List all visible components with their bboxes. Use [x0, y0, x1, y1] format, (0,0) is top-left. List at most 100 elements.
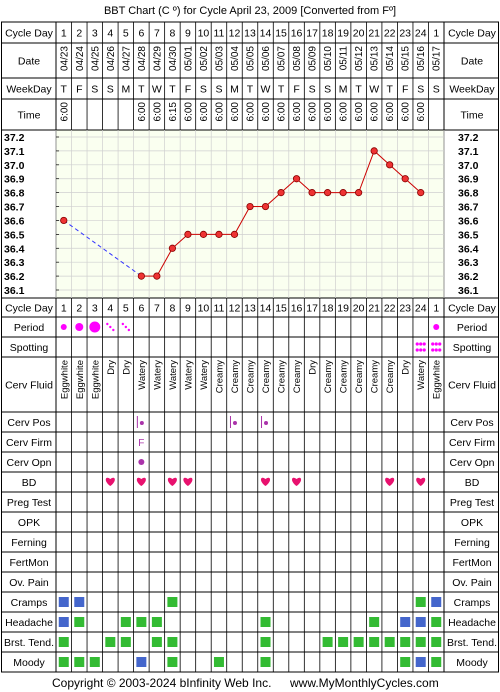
weekday-cell: W: [369, 84, 379, 96]
cycle-day-cell: 11: [214, 303, 225, 315]
y-tick-label-left: 36.1: [4, 285, 25, 297]
cycle-day-cell: 3: [92, 303, 98, 315]
y-tick-label-right: 37.0: [458, 160, 479, 172]
brst-tend-mark: [415, 637, 426, 647]
cycle-day-cell: 5: [123, 303, 129, 315]
cerv-fluid-cell: Watery: [137, 360, 148, 390]
temp-point: [417, 189, 425, 197]
weekday-cell: W: [152, 84, 162, 96]
cerv-fluid-cell: Creamy: [370, 360, 381, 394]
cycle-day-cell: 19: [337, 28, 349, 40]
time-cell: 6:00: [308, 102, 319, 122]
moody-mark: [415, 657, 426, 667]
row-label-weekday: WeekDay: [6, 84, 52, 96]
cramps-mark: [74, 597, 85, 607]
row-label-cycle-day: Cycle Day: [5, 303, 54, 315]
weekday-cell: S: [309, 84, 316, 96]
temp-point: [199, 230, 208, 238]
y-tick-label-right: 36.3: [458, 257, 479, 269]
y-tick-label-left: 37.1: [4, 146, 25, 158]
bd-heart-icon: [292, 477, 302, 486]
date-cell: 05/16: [416, 46, 427, 71]
cycle-day-cell: 21: [368, 28, 380, 40]
cycle-day-cell: 10: [198, 303, 210, 315]
date-cell: 04/29: [152, 46, 163, 71]
temp-point: [277, 189, 285, 197]
spotting-dot: [419, 348, 423, 352]
cycle-day-cell: 14: [260, 303, 272, 315]
y-tick-label-left: 36.7: [4, 202, 25, 214]
brst-tend-mark: [120, 637, 131, 647]
cycle-day-cell: 5: [123, 28, 129, 40]
weekday-cell: T: [138, 84, 145, 96]
spotting-dot: [415, 342, 419, 346]
brst-tend-mark: [400, 637, 411, 647]
cycle-day-cell: 10: [198, 28, 210, 40]
weekday-cell: M: [339, 84, 348, 96]
cycle-day-cell: 8: [169, 303, 175, 315]
cerv-firm-cell: F: [138, 438, 144, 449]
row-label-ferning: Ferning: [11, 537, 47, 549]
cycle-day-cell: 9: [185, 28, 191, 40]
brst-tend-mark: [58, 637, 69, 647]
cramps-mark: [167, 597, 178, 607]
weekday-cell: F: [293, 84, 299, 96]
spotting-dot: [415, 348, 419, 352]
row-label-ferning-right: Ferning: [454, 537, 490, 549]
bd-heart-icon: [105, 477, 115, 486]
cycle-day-cell: 1: [433, 28, 439, 40]
headache-mark: [369, 617, 380, 627]
temp-point: [339, 189, 347, 197]
cycle-day-cell: 7: [154, 28, 160, 40]
brst-tend-mark: [260, 637, 271, 647]
row-label-preg-test-right: Preg Test: [450, 497, 494, 509]
weekday-cell: S: [433, 84, 440, 96]
brst-tend-mark: [431, 637, 442, 647]
weekday-cell: F: [402, 84, 408, 96]
cycle-day-cell: 18: [322, 28, 334, 40]
weekday-cell: T: [386, 84, 393, 96]
spotting-dot: [419, 342, 423, 346]
row-label-date: Date: [18, 56, 40, 68]
cerv-fluid-cell: Creamy: [292, 360, 303, 394]
date-cell: 04/23: [59, 46, 70, 71]
headache-mark: [74, 617, 85, 627]
y-tick-label-left: 36.2: [4, 271, 25, 283]
cerv-fluid-cell: Dry: [401, 360, 412, 375]
cerv-pos-dot: [139, 421, 144, 425]
spotting-dot: [422, 348, 426, 352]
temp-point: [323, 189, 332, 197]
date-cell: 05/06: [261, 46, 272, 71]
date-cell: 05/05: [246, 46, 257, 71]
brst-tend-mark: [369, 637, 380, 647]
row-label-opk-right: OPK: [461, 517, 483, 529]
headache-mark: [431, 617, 442, 627]
cycle-day-cell: 17: [306, 28, 318, 40]
time-cell: 6:00: [137, 102, 148, 122]
time-cell: 6:00: [277, 102, 288, 122]
bd-heart-icon: [167, 477, 177, 486]
weekday-cell: S: [107, 84, 114, 96]
time-cell: 6:00: [323, 102, 334, 122]
row-label-cerv-firm: Cerv Firm: [6, 437, 52, 449]
bd-heart-icon: [260, 477, 271, 486]
temp-point: [137, 272, 145, 280]
cycle-day-cell: 16: [291, 303, 303, 315]
cramps-mark: [431, 597, 442, 607]
weekday-cell: S: [324, 84, 331, 96]
date-cell: 05/02: [199, 46, 210, 71]
site-link[interactable]: www.MyMonthlyCycles.com: [289, 676, 439, 690]
temp-gap-segment: [63, 220, 142, 277]
temp-point: [308, 189, 316, 197]
cerv-fluid-cell: Eggwhite: [59, 360, 70, 399]
temp-point: [215, 230, 223, 238]
temp-point: [60, 216, 68, 225]
temp-point: [261, 202, 270, 211]
row-label-spotting: Spotting: [10, 342, 49, 354]
cycle-day-cell: 23: [399, 303, 411, 315]
y-tick-label-right: 37.2: [458, 132, 479, 144]
spotting-dot: [434, 348, 438, 352]
cycle-day-cell: 1: [61, 28, 67, 40]
moody-mark: [58, 657, 69, 667]
